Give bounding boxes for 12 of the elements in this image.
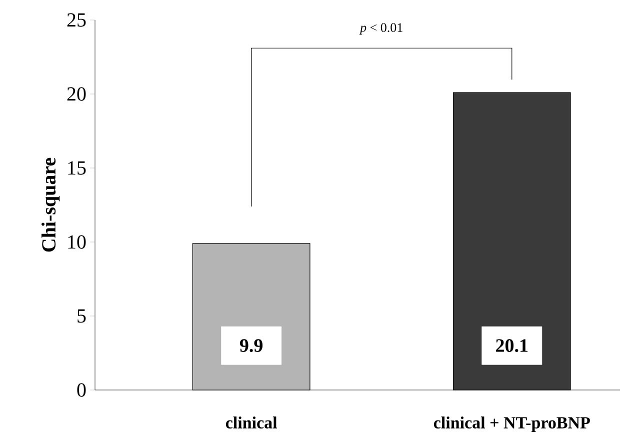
y-tick-label: 10 <box>68 235 86 249</box>
y-tick-label: 20 <box>67 87 86 101</box>
y-tick-label: 25 <box>67 13 86 27</box>
y-tick-label: 15 <box>68 161 86 175</box>
x-tick-label: clinical <box>226 416 278 428</box>
x-tick-label: clinical + NT-proBNP <box>434 416 590 432</box>
data-label: 20.1 <box>496 339 528 352</box>
y-axis-title: Chi-square <box>42 158 60 252</box>
y-tick-label: 0 <box>77 383 86 397</box>
data-label: 9.9 <box>240 339 263 352</box>
y-tick-label: 5 <box>78 309 86 323</box>
annotation: p < 0.01 <box>359 23 402 35</box>
